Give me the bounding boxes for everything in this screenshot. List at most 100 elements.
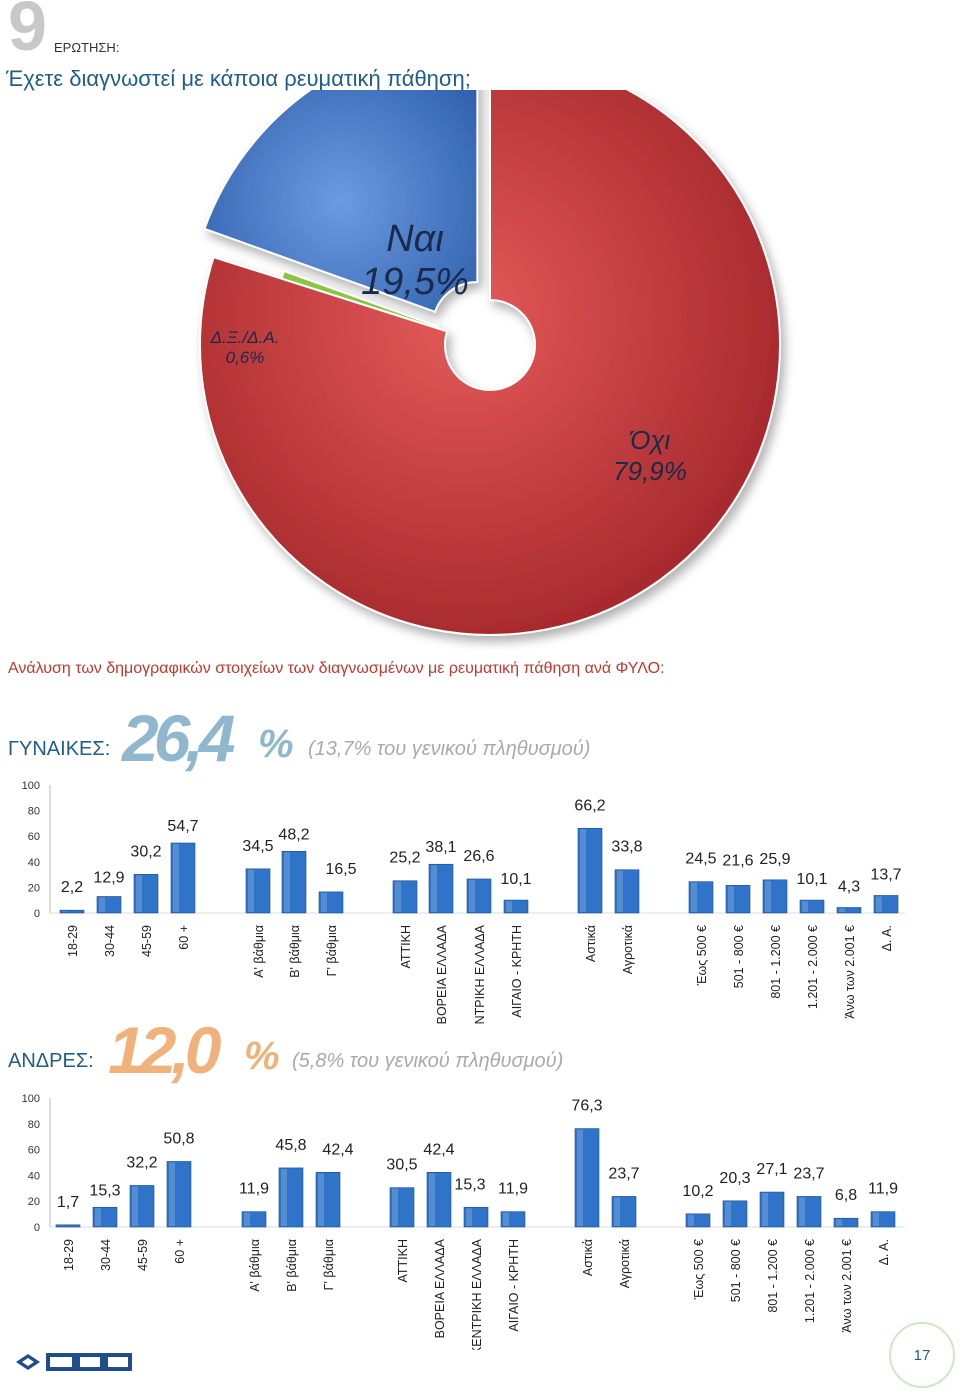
bar-highlight [577, 1129, 583, 1226]
bar-highlight [765, 880, 771, 912]
women-percent: 26,4 [122, 701, 235, 775]
bar-highlight [321, 892, 327, 912]
category-label: 501 - 800 € [732, 925, 746, 988]
bar-value-label: 34,5 [242, 838, 273, 855]
category-label: Αστικά [584, 925, 598, 962]
bar [725, 885, 751, 914]
women-bar-chart-svg: 0 20 40 60 80 100 2,2 18-29 12,9 30-44 30,2 45-59 54… [22, 780, 905, 1041]
pie-label-yes-name: Ναι [386, 218, 444, 260]
category-label: Άνω των 2.001 € [840, 1239, 854, 1333]
category-label: 45-59 [136, 1239, 150, 1271]
bar-highlight [95, 1208, 101, 1226]
gpo-logo-svg [16, 1353, 132, 1371]
bar-value-label: 2,2 [61, 879, 83, 896]
category-label: 501 - 800 € [729, 1239, 743, 1302]
bar [55, 1224, 81, 1228]
y-tick-label: 60 [28, 1145, 40, 1157]
bar-value-label: 11,9 [868, 1181, 898, 1198]
bar-value-label: 27,1 [756, 1161, 787, 1178]
bar-highlight [469, 879, 475, 912]
bar [611, 1196, 637, 1228]
question-text: Έχετε διαγνωστεί με κάποια ρευματική πάθ… [6, 66, 471, 91]
category-label: 30-44 [103, 925, 117, 957]
bar-highlight [580, 829, 586, 912]
y-tick-label: 20 [28, 882, 40, 894]
y-tick-label: 20 [28, 1196, 40, 1208]
bar-highlight [836, 1219, 842, 1226]
category-label: Β' βάθμια [288, 925, 302, 978]
bar-highlight [466, 1208, 472, 1226]
bar-value-label: 45,8 [275, 1137, 306, 1154]
bar-value-label: 30,5 [386, 1157, 417, 1174]
bar [166, 1161, 192, 1228]
pie-slice-no [199, 53, 781, 636]
bar-value-label: 24,5 [685, 851, 716, 868]
category-label: ΚΕΝΤΡΙΚΗ ΕΛΛΑΔΑ [473, 924, 487, 1025]
bar-highlight [728, 886, 734, 912]
bar-value-label: 33,8 [611, 839, 642, 856]
bar-highlight [248, 869, 254, 912]
bar [318, 891, 344, 914]
page-number: 17 [889, 1322, 955, 1388]
bar [59, 909, 85, 914]
category-label: Αγροτικά [621, 925, 635, 974]
bar [133, 874, 159, 914]
category-label: 1.201 - 2.000 € [803, 1239, 817, 1323]
category-label: Έως 500 € [695, 925, 709, 986]
category-label: Δ. Α. [880, 925, 894, 951]
category-label: 801 - 1.200 € [766, 1239, 780, 1313]
bar [503, 899, 529, 914]
bar-highlight [284, 852, 290, 912]
bar-value-label: 20,3 [719, 1170, 750, 1187]
bar-value-label: 38,1 [425, 839, 456, 856]
bar-value-label: 10,1 [796, 871, 827, 888]
pie-label-no-name: Όχι [629, 425, 671, 455]
bar [426, 1172, 452, 1228]
y-tick-label: 60 [28, 831, 40, 843]
pie-label-dk-value: 0,6% [225, 348, 265, 367]
bar [241, 1211, 267, 1228]
bar [577, 827, 603, 914]
bar [278, 1167, 304, 1228]
bar-highlight [62, 911, 68, 912]
women-label: ΓΥΝΑΙΚΕΣ: [8, 738, 111, 760]
bar-value-label: 11,9 [239, 1181, 269, 1198]
bar-value-label: 30,2 [130, 843, 161, 860]
bar [170, 842, 196, 914]
bar-highlight [839, 908, 845, 912]
category-label: ΑΙΓΑΙΟ - ΚΡΗΤΗ [510, 925, 524, 1018]
bar [796, 1196, 822, 1228]
category-label: 60 + [177, 925, 191, 950]
y-tick-label: 100 [22, 1093, 40, 1105]
bar [759, 1191, 785, 1228]
bar-value-label: 13,7 [870, 866, 901, 883]
bar-value-label: 10,1 [500, 871, 531, 888]
category-label: ΑΤΤΙΚΗ [396, 1239, 410, 1283]
bar-value-label: 42,4 [322, 1141, 353, 1158]
men-bar-chart-svg: 0 20 40 60 80 100 1,7 18-29 15,3 30-44 32,2 45-59 50… [22, 1093, 905, 1355]
bar-value-label: 25,2 [389, 850, 420, 867]
category-label: ΒΟΡΕΙΑ ΕΛΛΑΔΑ [435, 924, 449, 1024]
category-label: Α' βάθμια [248, 1239, 262, 1292]
bar-highlight [725, 1201, 731, 1226]
bar [92, 1206, 118, 1228]
bar-highlight [132, 1186, 138, 1226]
bar-highlight [614, 1197, 620, 1226]
category-label: ΚΕΝΤΡΙΚΗ ΕΛΛΑΔΑ [470, 1238, 484, 1350]
men-sub-percent: (5,8% του γενικού πληθυσμού) [292, 1050, 564, 1072]
bar [833, 1217, 859, 1228]
bar [500, 1211, 526, 1228]
question-number: 9 [8, 0, 47, 65]
bar [466, 878, 492, 914]
men-percent: 12,0 [108, 1013, 221, 1087]
category-label: 801 - 1.200 € [769, 925, 783, 999]
bar [799, 899, 825, 914]
y-tick-label: 0 [34, 1222, 40, 1234]
y-tick-label: 40 [28, 857, 40, 869]
pie-label-yes-value: 19,5% [361, 261, 469, 303]
category-label: Αστικά [581, 1239, 595, 1276]
bar-highlight [395, 881, 401, 912]
bar [389, 1187, 415, 1228]
category-label: Β' βάθμια [285, 1239, 299, 1292]
category-label: 18-29 [66, 925, 80, 957]
